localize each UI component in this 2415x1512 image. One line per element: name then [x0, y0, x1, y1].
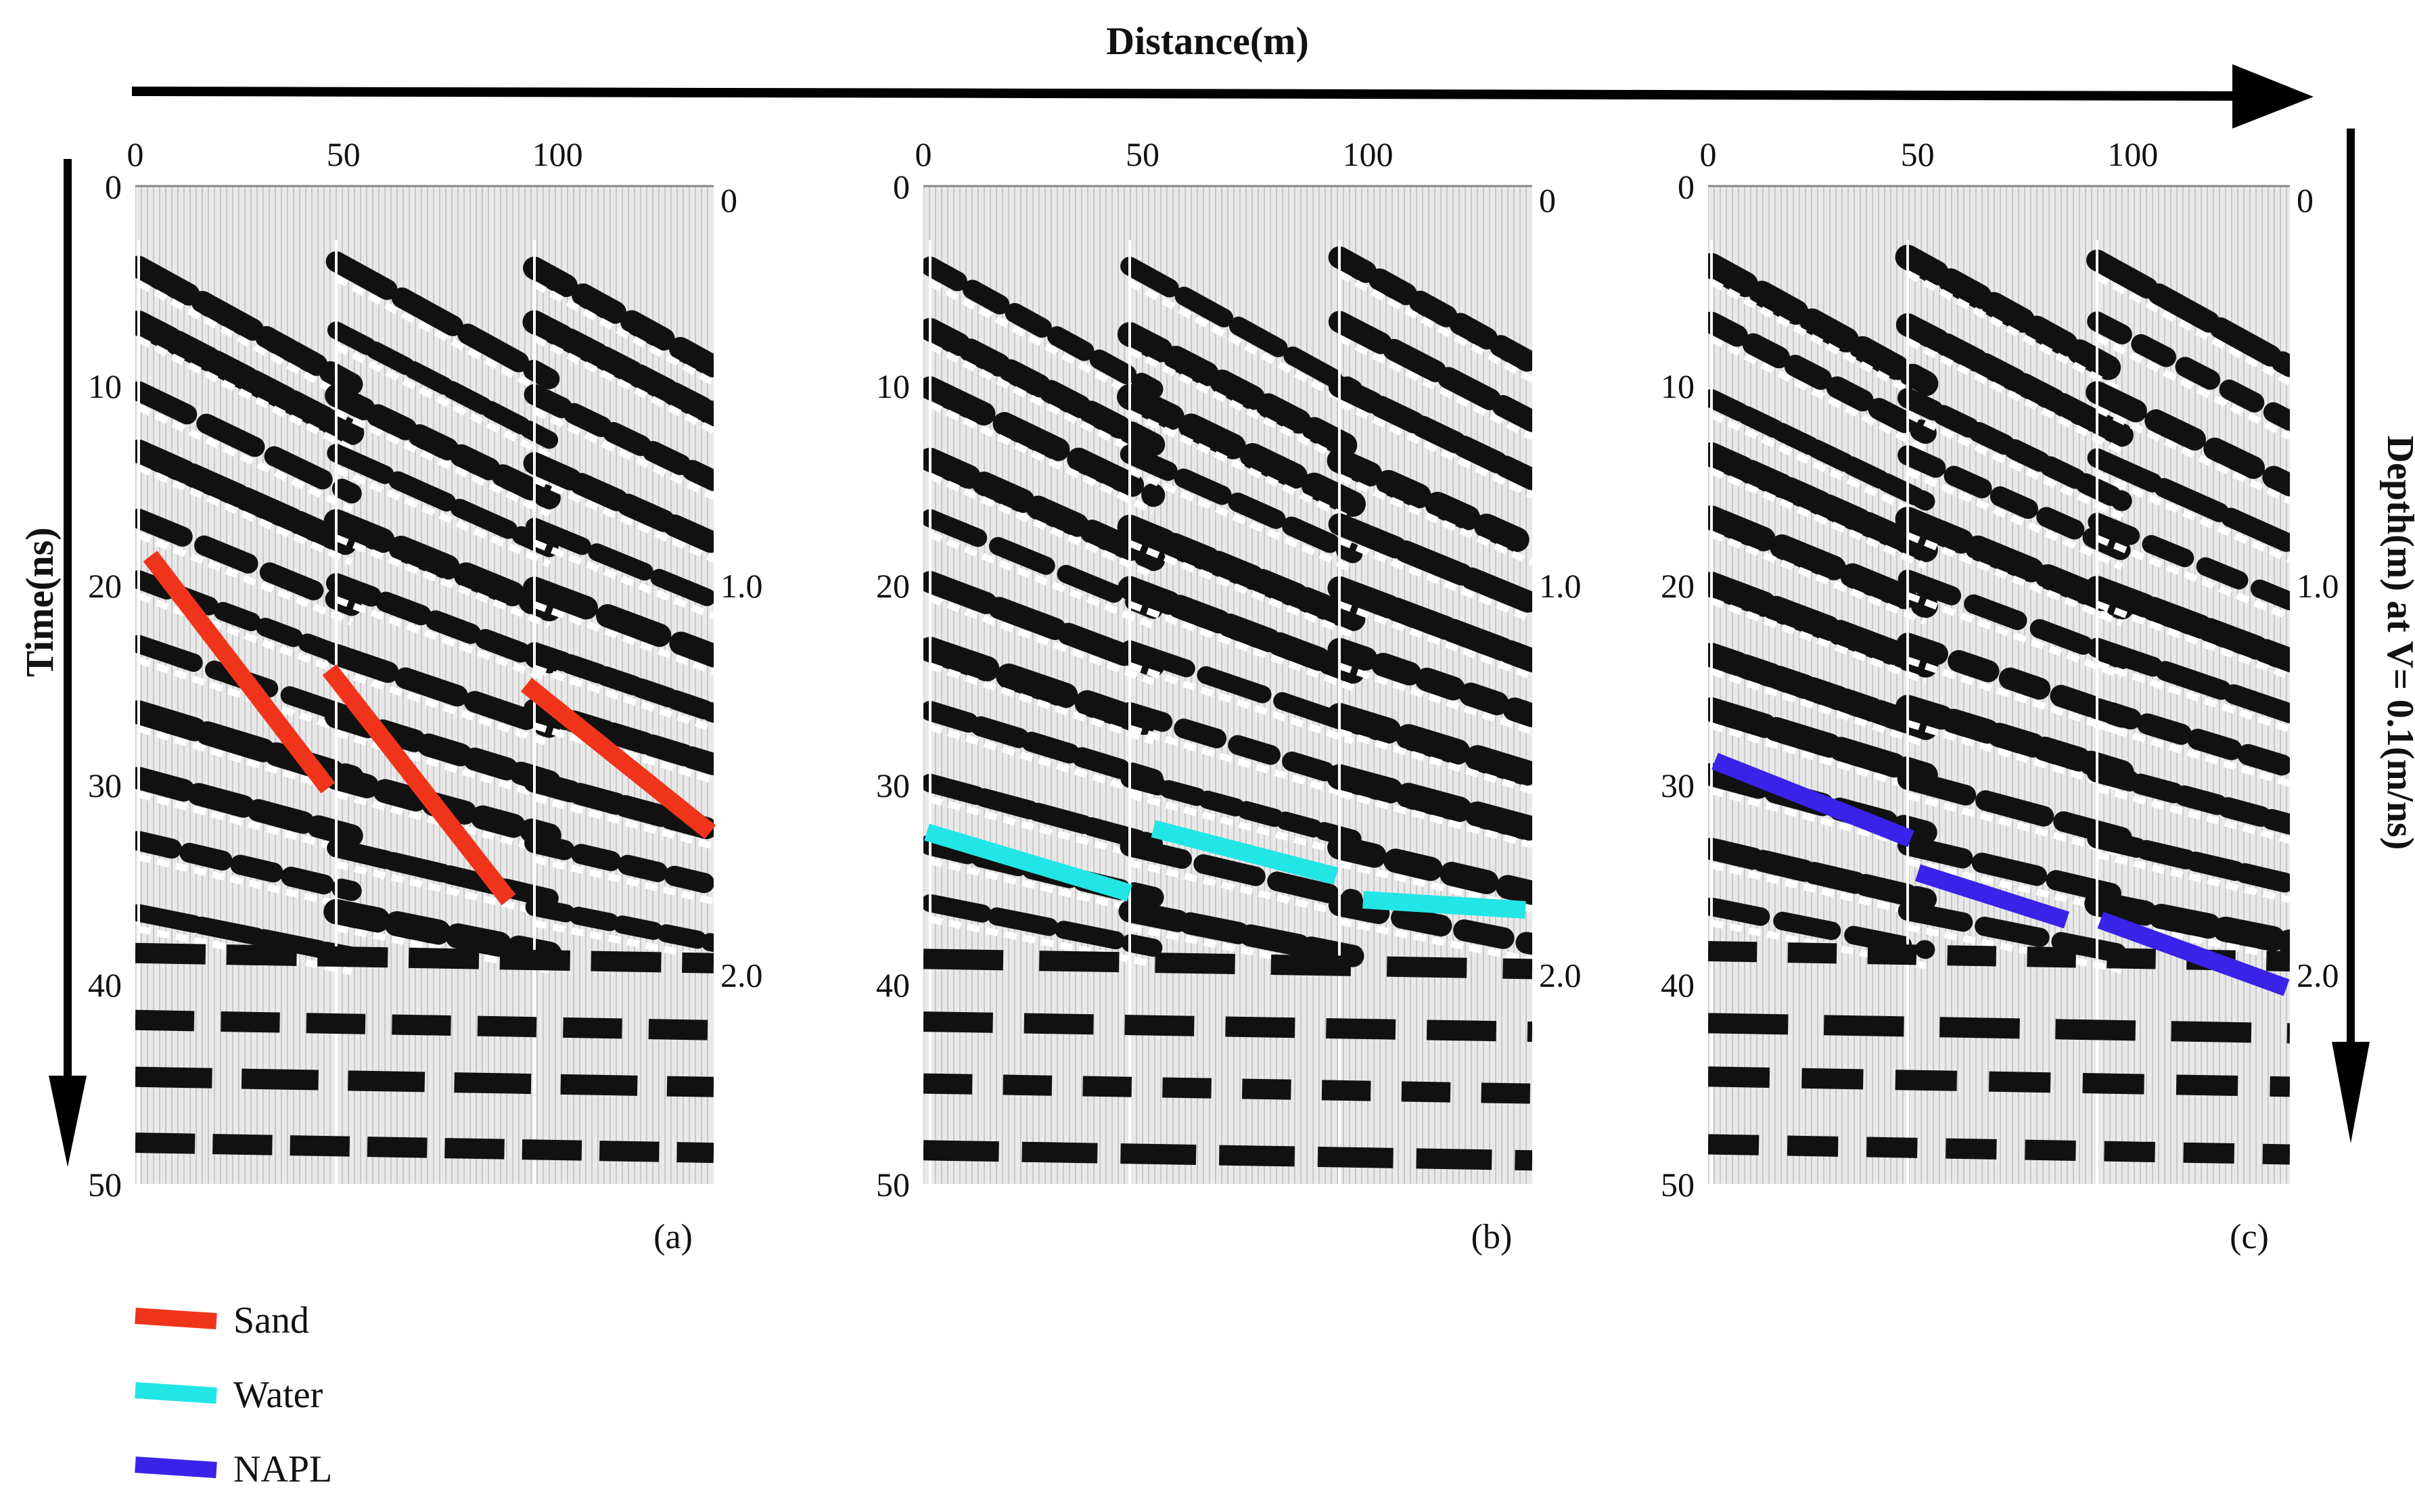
layer-interface-line: [924, 823, 1132, 902]
radargram-panel: 0 50 100 0 10 20 30 40 50 0 1.0 2.0 (a): [88, 135, 763, 1256]
time-tick-label: 20: [1661, 567, 1695, 605]
layer-interface-line: [1915, 864, 2069, 929]
distance-tick-label: 100: [532, 135, 583, 173]
time-tick-label: 20: [88, 567, 122, 605]
distance-tick-label: 50: [1126, 135, 1159, 173]
depth-tick-label: 0: [1539, 181, 1556, 219]
legend-label: Sand: [233, 1300, 309, 1342]
time-tick-label: 50: [876, 1166, 910, 1204]
depth-tick-label: 2.0: [2297, 956, 2339, 994]
depth-tick-label: 1.0: [1539, 567, 1582, 605]
legend-label: NAPL: [233, 1448, 332, 1490]
legend-label: Water: [233, 1374, 323, 1416]
layer-interface-line: [143, 551, 336, 794]
depth-tick-label: 1.0: [720, 567, 763, 605]
legend: Sand Water NAPL: [135, 1300, 332, 1490]
time-tick-label: 30: [1661, 766, 1695, 804]
time-tick-label: 30: [88, 766, 122, 804]
time-axis-label: Time(ns): [18, 527, 62, 677]
radargram-panel: 0 50 100 0 10 20 30 40 50 0 1.0 2.0 (c): [1661, 135, 2339, 1256]
time-tick-label: 0: [1678, 168, 1695, 206]
depth-tick-label: 0: [720, 181, 737, 219]
panel-label: (c): [2230, 1218, 2269, 1256]
depth-tick-label: 2.0: [720, 956, 763, 994]
distance-axis-label: Distance(m): [1106, 19, 1309, 63]
distance-tick-label: 100: [1343, 135, 1394, 173]
distance-tick-label: 0: [127, 135, 144, 173]
depth-tick-label: 2.0: [1539, 956, 1582, 994]
layer-interface-line: [1711, 752, 1914, 848]
time-tick-label: 20: [876, 567, 910, 605]
distance-axis-arrow: [131, 87, 2260, 101]
layer-interface-line: [1362, 891, 1526, 919]
time-tick-label: 50: [88, 1166, 122, 1204]
depth-tick-label: 0: [2297, 181, 2314, 219]
distance-tick-label: 0: [915, 135, 932, 173]
time-tick-label: 10: [876, 367, 910, 405]
time-axis-arrowhead: [49, 1076, 87, 1167]
depth-axis-arrowhead: [2332, 1042, 2370, 1143]
radargram-panel: 0 50 100 0 10 20 30 40 50 0 1.0 2.0 (b): [876, 135, 1582, 1256]
reflection-field: [1708, 186, 2290, 1184]
time-tick-label: 10: [88, 367, 122, 405]
distance-tick-label: 50: [1901, 135, 1935, 173]
distance-tick-label: 50: [327, 135, 361, 173]
time-tick-label: 40: [876, 966, 910, 1004]
layer-interface-line: [322, 664, 516, 905]
legend-swatch: [135, 1457, 217, 1478]
reflection-field: [923, 186, 1532, 1184]
distance-tick-label: 100: [2107, 135, 2158, 173]
time-tick-label: 0: [893, 168, 910, 206]
layer-interface-line: [520, 677, 716, 840]
time-tick-label: 40: [1661, 966, 1695, 1004]
depth-axis-label: Depth(m) at V= 0.1(m/ns): [2379, 436, 2415, 850]
distance-tick-label: 0: [1700, 135, 1717, 173]
legend-swatch: [135, 1308, 217, 1329]
time-tick-label: 0: [105, 168, 122, 206]
distance-axis-arrowhead: [2232, 64, 2314, 129]
panel-label: (b): [1471, 1218, 1513, 1256]
depth-tick-label: 1.0: [2297, 567, 2339, 605]
panel-label: (a): [653, 1218, 693, 1256]
time-tick-label: 50: [1661, 1166, 1695, 1204]
time-tick-label: 30: [876, 766, 910, 804]
layer-interface-line: [1151, 820, 1339, 885]
time-tick-label: 10: [1661, 367, 1695, 405]
time-tick-label: 40: [88, 966, 122, 1004]
legend-swatch: [135, 1382, 217, 1404]
layer-interface-line: [2097, 911, 2290, 996]
